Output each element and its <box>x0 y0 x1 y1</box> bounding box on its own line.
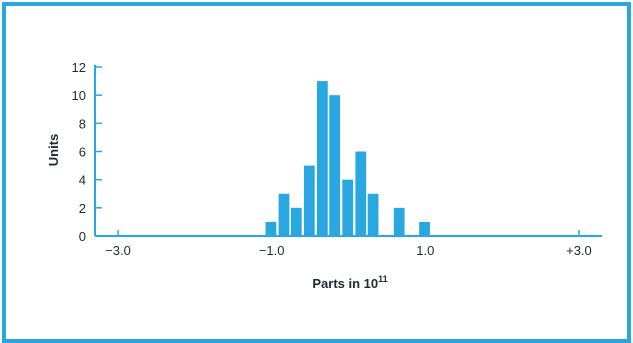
x-axis-label-base: Parts in 10 <box>312 276 378 291</box>
y-tick-label: 0 <box>79 229 86 244</box>
histogram-bar <box>265 221 277 236</box>
y-tick-label: 8 <box>79 116 86 131</box>
histogram-bar <box>393 207 405 236</box>
histogram-bar <box>342 179 354 236</box>
x-axis-label: Parts in 1011 <box>312 274 387 291</box>
x-tick-label: −3.0 <box>105 243 131 258</box>
bars-group <box>265 81 430 237</box>
y-ticks-group: 0 2 4 6 8 10 12 <box>72 60 102 244</box>
x-tick-label: −1.0 <box>259 243 285 258</box>
y-axis-label: Units <box>46 134 61 167</box>
y-tick-label: 12 <box>72 60 86 75</box>
y-tick-label: 10 <box>72 88 86 103</box>
histogram-bar <box>329 95 341 237</box>
x-tick-label: +3.0 <box>566 243 592 258</box>
histogram-bar <box>278 193 290 236</box>
x-tick-label: 1.0 <box>416 243 434 258</box>
x-axis-label-exponent: 11 <box>378 274 388 284</box>
y-tick-label: 2 <box>79 201 86 216</box>
histogram-bar <box>419 221 430 236</box>
histogram-bar <box>355 151 367 236</box>
histogram-bar <box>303 165 315 236</box>
y-tick-label: 6 <box>79 145 86 160</box>
x-ticks-group: −3.0 −1.0 1.0 +3.0 <box>105 230 592 258</box>
histogram-bar <box>367 193 379 236</box>
histogram-bar <box>290 207 302 236</box>
y-tick-label: 4 <box>79 173 86 188</box>
histogram-bar <box>317 81 328 236</box>
